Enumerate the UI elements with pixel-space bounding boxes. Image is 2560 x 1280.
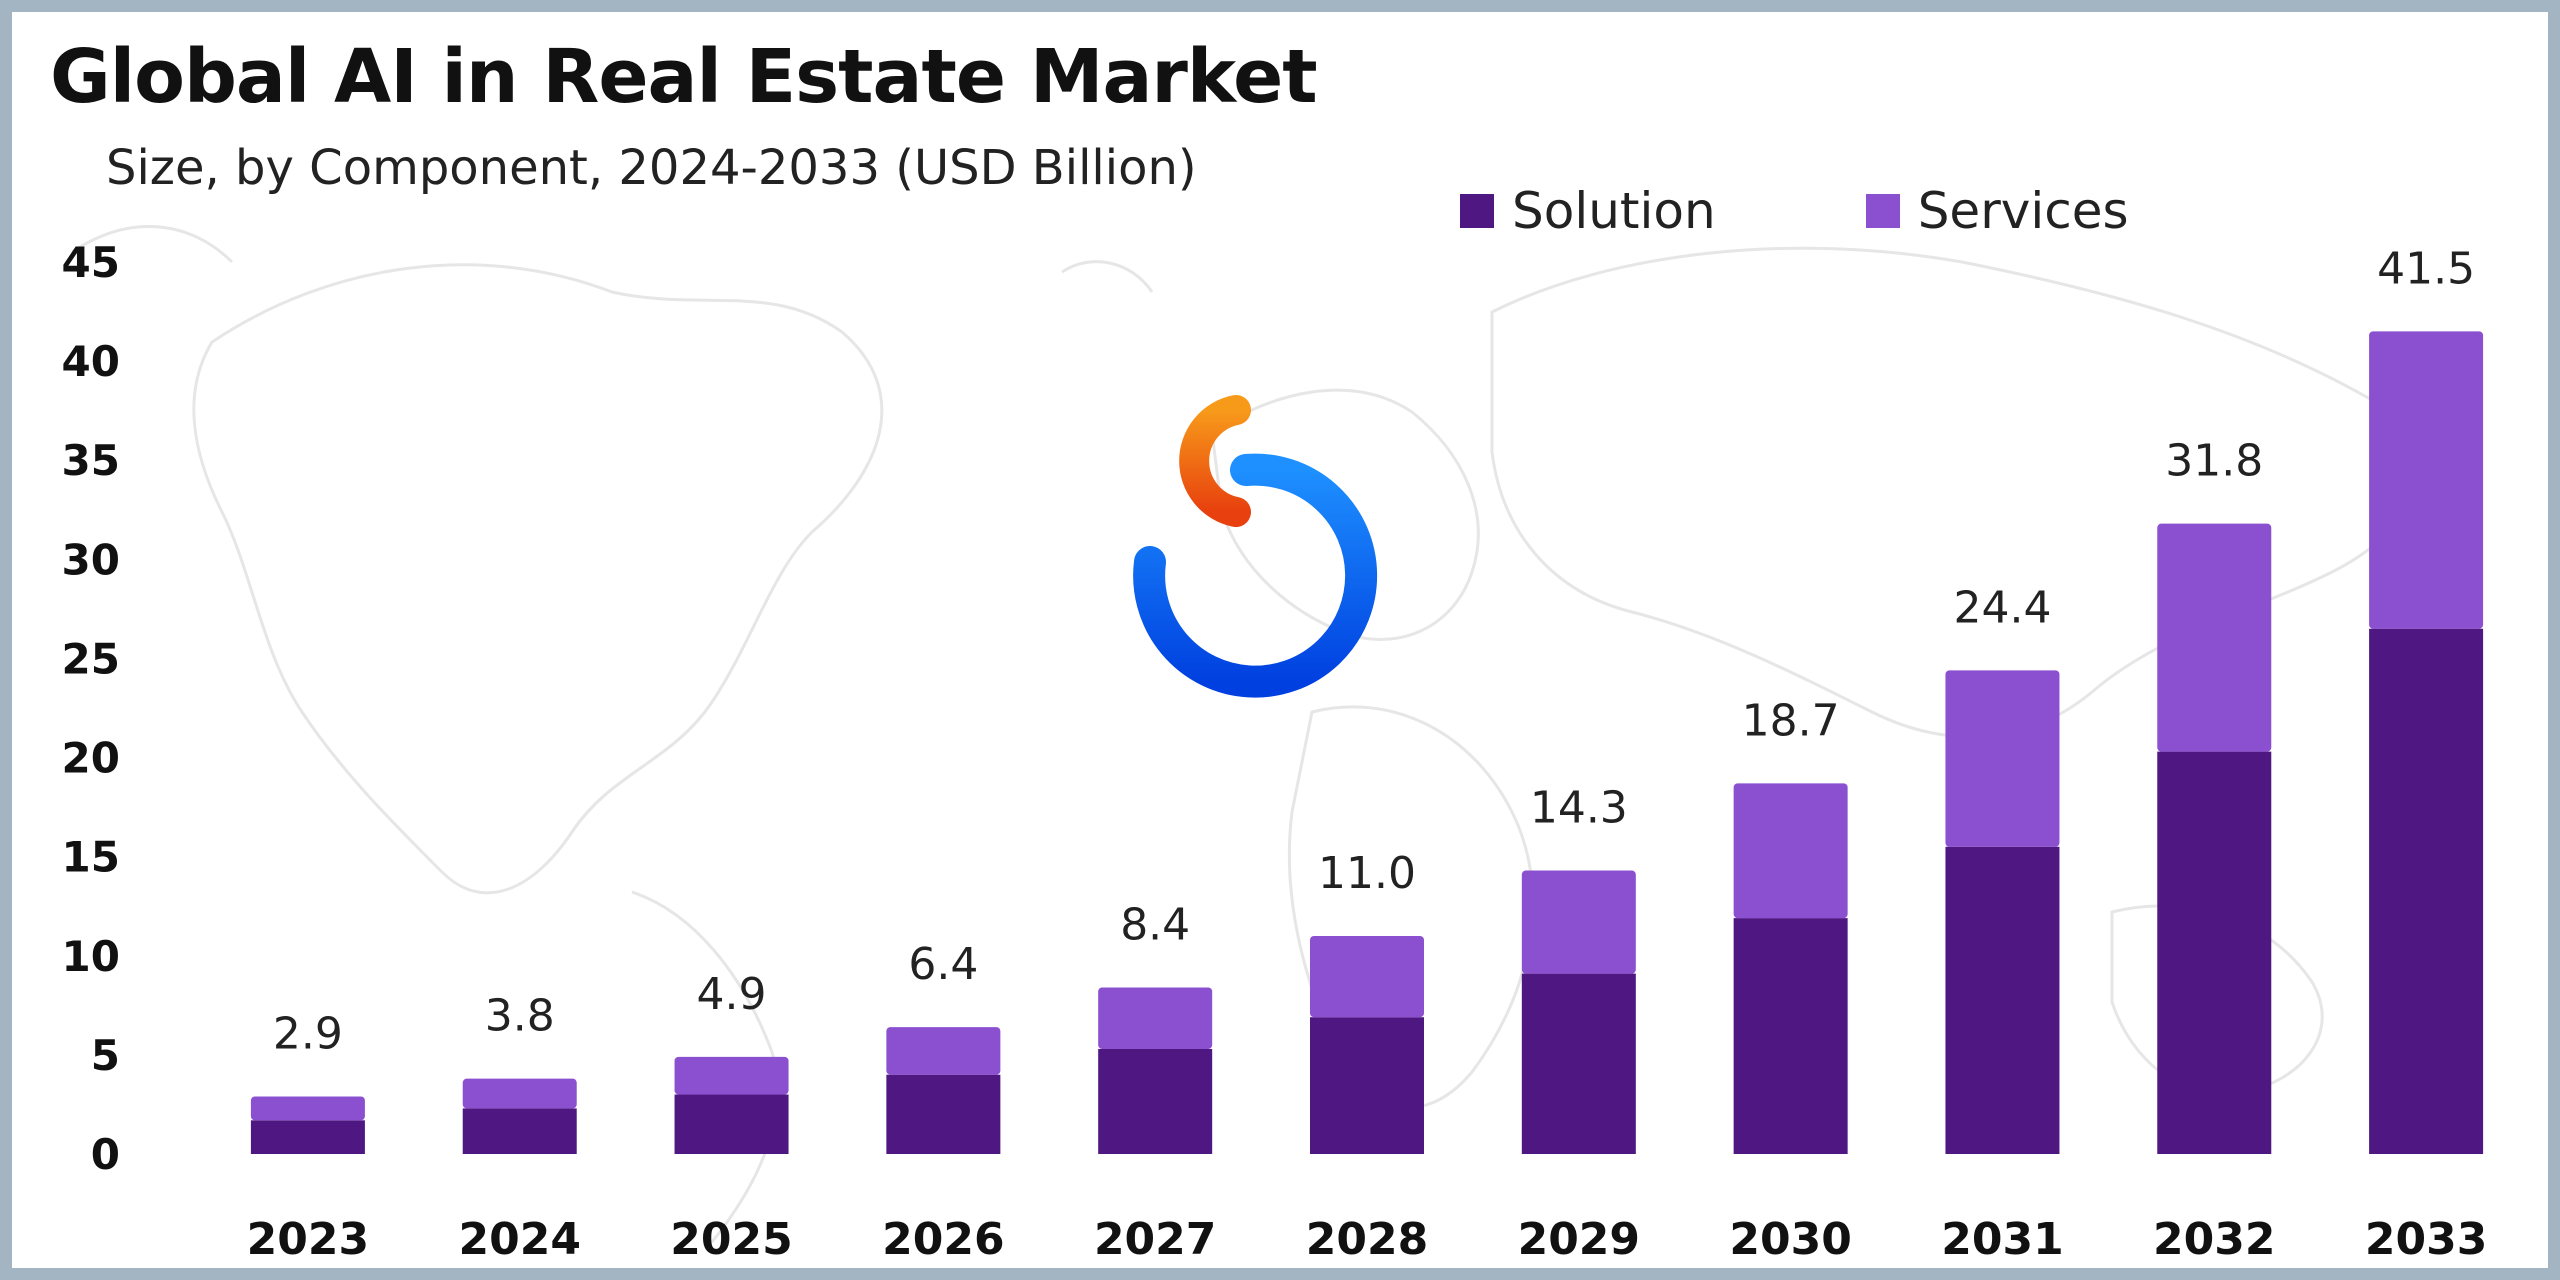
x-tick-label-2033: 2033: [2365, 1214, 2487, 1265]
bar-solution-2026: [886, 1074, 1001, 1154]
x-tick-label-2025: 2025: [670, 1214, 792, 1265]
bar-solution-2031: [1945, 846, 2060, 1154]
y-tick-label: 15: [62, 833, 120, 882]
data-label-2027: 8.4: [1120, 899, 1190, 950]
legend-item-services: Services: [1865, 182, 2129, 240]
data-label-2031: 24.4: [1953, 582, 2051, 633]
data-label-2028: 11.0: [1318, 848, 1416, 899]
bar-services-2027: [1098, 987, 1213, 1049]
y-tick-label: 20: [62, 734, 120, 783]
data-label-2026: 6.4: [908, 939, 978, 990]
bar-services-2025: [674, 1056, 789, 1095]
y-tick-label: 10: [62, 932, 120, 981]
bar-services-2031: [1945, 670, 2060, 847]
data-label-2033: 41.5: [2377, 243, 2475, 294]
x-tick-label-2023: 2023: [247, 1214, 369, 1265]
x-tick-label-2030: 2030: [1729, 1214, 1851, 1265]
x-tick-label-2024: 2024: [458, 1214, 580, 1265]
y-tick-label: 35: [62, 436, 120, 485]
chart-title: Global AI in Real Estate Market: [50, 34, 1318, 120]
chart-subtitle: Size, by Component, 2024-2033 (USD Billi…: [106, 140, 1197, 196]
data-label-2025: 4.9: [697, 969, 767, 1020]
y-tick-label: 0: [91, 1130, 120, 1179]
x-tick-label-2032: 2032: [2153, 1214, 2275, 1265]
bar-services-2029: [1521, 870, 1636, 974]
bar-solution-2030: [1733, 918, 1848, 1154]
bar-solution-2023: [250, 1120, 365, 1154]
brand-logo-watermark: [1133, 395, 1378, 698]
legend-swatch-services: [1865, 194, 1900, 228]
x-tick-label-2027: 2027: [1094, 1214, 1216, 1265]
bar-solution-2033: [2369, 628, 2484, 1154]
x-tick-label-2026: 2026: [882, 1214, 1004, 1265]
legend-item-solution: Solution: [1460, 182, 1716, 240]
bar-solution-2027: [1098, 1048, 1213, 1154]
legend-label-services: Services: [1917, 182, 2129, 240]
y-tick-label: 45: [62, 238, 120, 287]
data-label-2029: 14.3: [1530, 783, 1628, 834]
data-label-2024: 3.8: [485, 991, 555, 1042]
legend-label-solution: Solution: [1512, 182, 1716, 240]
bar-solution-2029: [1521, 973, 1636, 1154]
y-tick-label: 25: [62, 634, 120, 683]
bar-services-2028: [1310, 935, 1424, 1018]
bar-services-2033: [2369, 331, 2484, 629]
y-tick-label: 40: [62, 337, 120, 386]
chart-frame: Global AI in Real Estate Market Size, by…: [12, 12, 2548, 1268]
x-tick-label-2028: 2028: [1306, 1214, 1428, 1265]
bar-solution-2024: [462, 1108, 577, 1154]
bar-services-2026: [886, 1027, 1001, 1075]
bar-solution-2028: [1310, 1017, 1424, 1154]
legend-swatch-solution: [1460, 194, 1494, 228]
y-tick-label: 5: [91, 1031, 120, 1080]
bar-services-2024: [462, 1078, 577, 1109]
y-tick-label: 30: [62, 535, 120, 584]
bar-solution-2025: [674, 1094, 789, 1154]
chart-legend: Solution Services: [1460, 182, 2279, 240]
data-label-2032: 31.8: [2165, 436, 2263, 487]
data-label-2030: 18.7: [1742, 695, 1840, 746]
bar-solution-2032: [2157, 751, 2272, 1154]
bar-chart: 0510152025303540452.920233.820244.920256…: [62, 238, 2488, 1265]
bar-services-2032: [2157, 523, 2272, 752]
bar-services-2030: [1733, 783, 1848, 919]
data-label-2023: 2.9: [273, 1009, 343, 1060]
x-tick-label-2031: 2031: [1941, 1214, 2063, 1265]
bar-services-2023: [250, 1096, 365, 1121]
x-tick-label-2029: 2029: [1518, 1214, 1640, 1265]
